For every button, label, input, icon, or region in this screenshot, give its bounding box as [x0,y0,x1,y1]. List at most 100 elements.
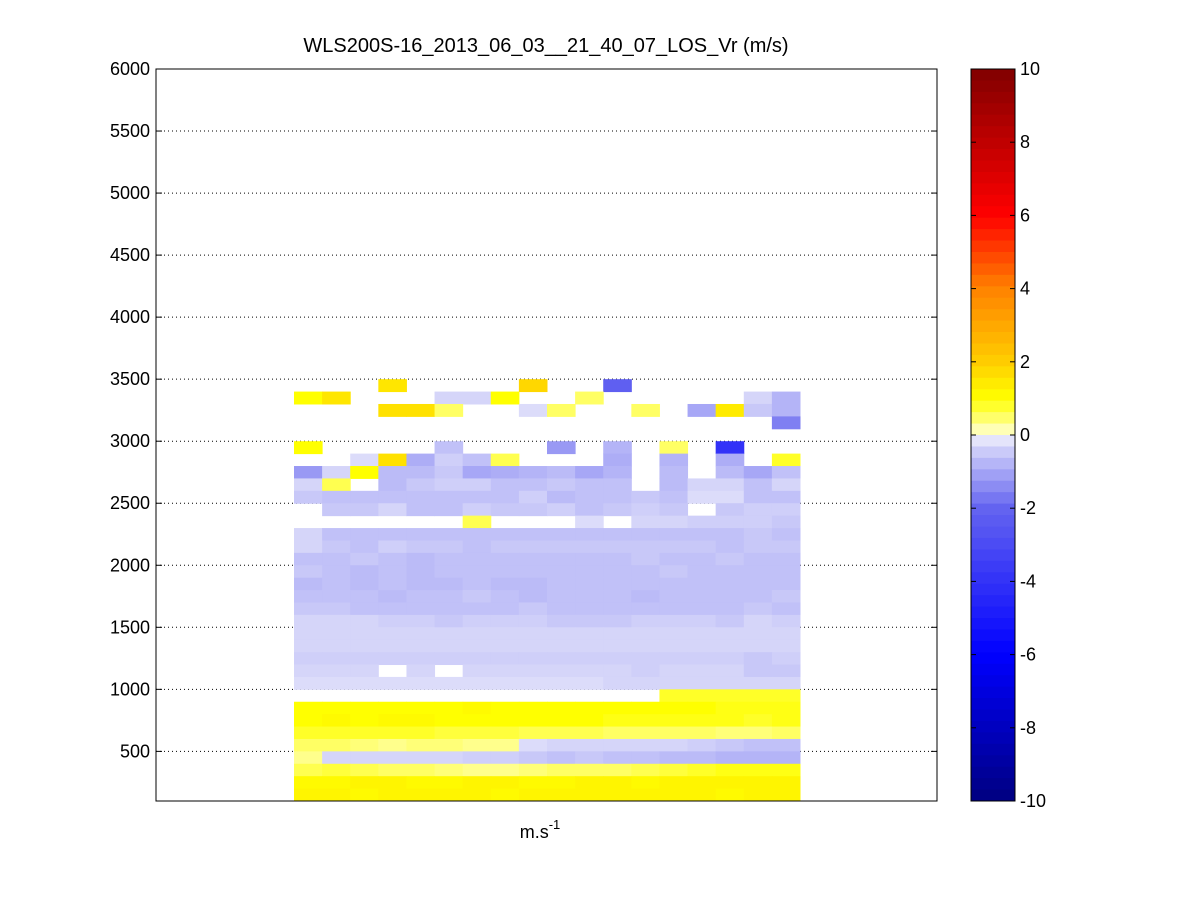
heatmap-cell [462,490,492,504]
heatmap-cell [743,403,773,417]
heatmap-cell [462,738,492,752]
heatmap-cell [771,614,801,628]
heatmap-cell [350,540,379,554]
heatmap-cell [434,528,464,541]
heatmap-cell [575,776,604,790]
heatmap-cell [715,503,745,517]
heatmap-cell [406,664,436,678]
heatmap-cell [771,565,801,579]
heatmap-cell [518,788,548,802]
heatmap-cell [462,590,492,603]
heatmap-cell [378,478,407,492]
heatmap-cell [350,639,379,653]
colorbar-swatch [971,732,1015,745]
heatmap-cell [490,590,520,603]
heatmap-cell [687,478,717,492]
heatmap-cell [631,490,660,504]
colorbar-tick-label: -2 [1020,498,1036,518]
heatmap-cell [603,751,632,765]
heatmap-cell [322,391,351,405]
heatmap-cell [434,540,464,554]
heatmap-cell [715,590,745,603]
heatmap-cell [294,391,323,405]
heatmap-cell [743,627,773,641]
heatmap-cell [687,614,717,628]
heatmap-cell [771,453,801,467]
heatmap-cell [603,577,632,591]
heatmap-cell [659,639,689,653]
heatmap-cell [547,788,576,802]
heatmap-cell [518,714,548,728]
colorbar-tick-label: 6 [1020,205,1030,225]
heatmap-cell [322,528,351,541]
heatmap-cell [603,627,632,641]
colorbar-swatch [971,309,1015,322]
heatmap-cell [322,751,351,765]
heatmap-cell [659,726,689,740]
heatmap-cell [490,490,520,504]
colorbar-swatch [971,526,1015,539]
heatmap-cell [518,664,548,678]
heatmap-cell [518,726,548,740]
heatmap-cell [322,664,351,678]
heatmap-cell [659,565,689,579]
heatmap-cell [378,466,407,479]
heatmap-cell [350,466,379,479]
heatmap-cell [687,652,717,666]
heatmap-cell [743,565,773,579]
heatmap-cell [575,503,604,517]
heatmap-cell [771,689,801,703]
heatmap-cell [350,751,379,765]
heatmap-cell [771,490,801,504]
heatmap-cell [434,391,464,405]
heatmap-cell [434,478,464,492]
colorbar-swatch [971,606,1015,619]
heatmap-cell [518,577,548,591]
heatmap-cell [631,403,660,417]
heatmap-cell [434,627,464,641]
heatmap-cell [743,689,773,703]
heatmap-cell [715,627,745,641]
colorbar-swatch [971,217,1015,230]
heatmap-cell [378,701,407,715]
heatmap-cell [603,540,632,554]
heatmap-cell [406,577,436,591]
heatmap-cell [659,788,689,802]
heatmap-cell [547,627,576,641]
heatmap-cell [406,614,436,628]
heatmap-cell [462,515,492,529]
heatmap-cell [547,577,576,591]
heatmap-cell [547,751,576,765]
heatmap-cell [659,676,689,690]
heatmap-cell [771,552,801,566]
heatmap-cell [659,590,689,603]
heatmap-cell [743,788,773,802]
heatmap-cell [603,552,632,566]
heatmap-cell [575,565,604,579]
heatmap-cell [350,590,379,603]
colorbar-tick-label: 8 [1020,132,1030,152]
heatmap-cell [687,664,717,678]
heatmap-cell [603,738,632,752]
heatmap-cell [350,701,379,715]
x-axis-label-exponent: -1 [549,817,561,832]
heatmap-cell [322,577,351,591]
heatmap-cell [294,676,323,690]
heatmap-cell [631,776,660,790]
heatmap-cell [771,639,801,653]
colorbar-swatch [971,183,1015,196]
heatmap-cell [771,590,801,603]
heatmap-cell [462,552,492,566]
colorbar-swatch [971,229,1015,242]
heatmap-cell [547,466,576,479]
heatmap-cell [715,602,745,616]
y-tick-label: 6000 [110,59,150,79]
heatmap-cell [490,552,520,566]
heatmap-cell [715,552,745,566]
heatmap-cell [490,565,520,579]
heatmap-cell [518,590,548,603]
colorbar-tick-label: 0 [1020,425,1030,445]
colorbar-tick-label: -4 [1020,571,1036,591]
heatmap-cell [603,503,632,517]
heatmap-cell [294,714,323,728]
